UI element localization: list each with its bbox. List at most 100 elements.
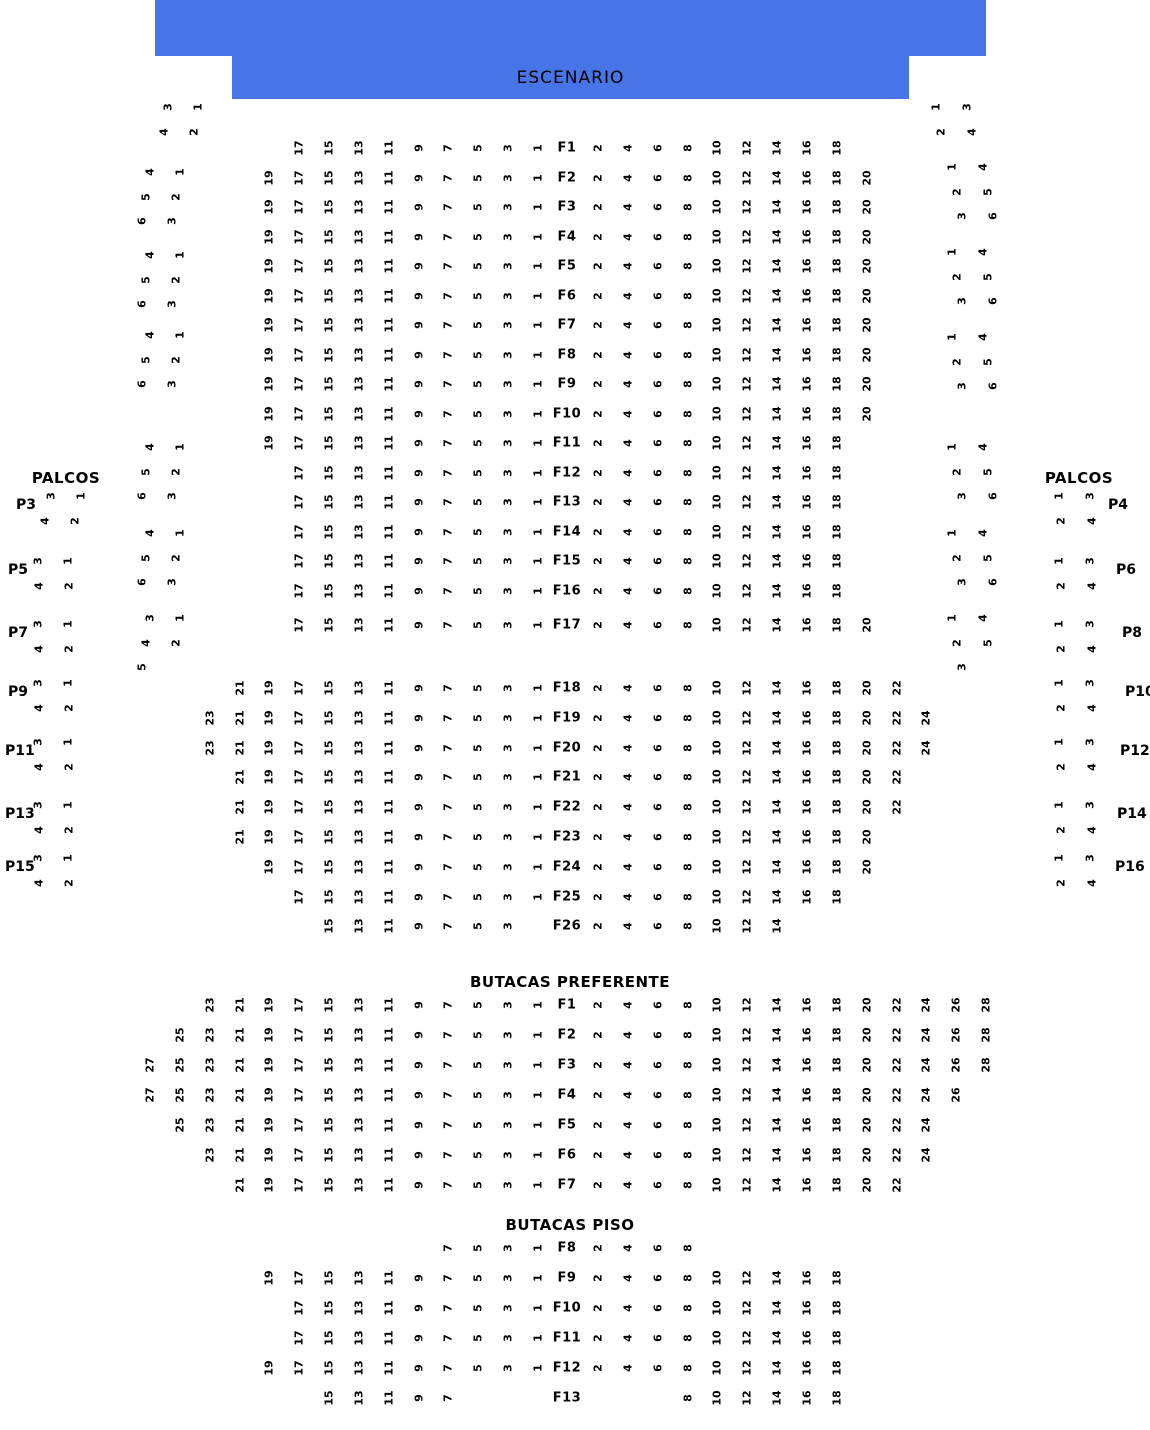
palco-seat-number[interactable]: 2 [950, 187, 964, 196]
palco-seat-number[interactable]: 3 [31, 679, 45, 687]
seat-number[interactable]: 5 [471, 1304, 485, 1312]
seat-number[interactable]: 19 [262, 435, 276, 451]
seat-number[interactable]: 2 [591, 1121, 605, 1129]
seat-number[interactable]: 26 [949, 997, 963, 1013]
seat-number[interactable]: 20 [860, 199, 874, 215]
seat-number[interactable]: 11 [382, 859, 396, 875]
seat-number[interactable]: 1 [531, 232, 545, 241]
seat-number[interactable]: 11 [382, 553, 396, 569]
palco-seat-number[interactable]: 3 [955, 382, 969, 391]
seat-number[interactable]: 11 [382, 1390, 396, 1406]
seat-number[interactable]: 16 [800, 1057, 814, 1073]
seat-number[interactable]: 9 [412, 1001, 426, 1009]
seat-number[interactable]: 3 [501, 173, 515, 182]
palco-seat-number[interactable]: 3 [165, 300, 179, 309]
seat-number[interactable]: 14 [770, 739, 784, 756]
palco-seat-number[interactable]: 4 [976, 248, 990, 256]
seat-number[interactable]: 5 [471, 1244, 485, 1252]
seat-number[interactable]: 20 [860, 258, 874, 274]
seat-number[interactable]: 18 [830, 710, 844, 726]
seat-number[interactable]: 4 [621, 713, 635, 722]
palco-seat-number[interactable]: 4 [976, 333, 990, 341]
seat-number[interactable]: 3 [501, 1181, 515, 1189]
seat-number[interactable]: 1 [531, 862, 545, 871]
seat-number[interactable]: 15 [322, 258, 336, 274]
seat-number[interactable]: 15 [322, 1087, 336, 1103]
seat-number[interactable]: 18 [830, 859, 844, 875]
seat-number[interactable]: 27 [143, 1087, 157, 1103]
seat-number[interactable]: 17 [292, 140, 306, 156]
palco-seat-number[interactable]: 2 [68, 517, 82, 525]
palco-seat-number[interactable]: 6 [135, 300, 149, 309]
seat-number[interactable]: 7 [441, 468, 455, 477]
palco-seat-number[interactable]: 2 [187, 127, 201, 136]
seat-number[interactable]: 20 [860, 1057, 874, 1073]
seat-number[interactable]: 2 [591, 892, 605, 901]
seat-number[interactable]: 19 [262, 859, 276, 875]
seat-number[interactable]: 4 [621, 743, 635, 752]
seat-number[interactable]: 8 [681, 1001, 695, 1009]
seat-number[interactable]: 6 [651, 380, 665, 388]
seat-number[interactable]: 13 [352, 346, 366, 363]
seat-number[interactable]: 14 [770, 1057, 784, 1073]
seat-number[interactable]: 1 [531, 1091, 545, 1099]
seat-number[interactable]: 9 [412, 557, 426, 565]
seat-number[interactable]: 13 [352, 582, 366, 599]
seat-number[interactable]: 27 [143, 1057, 157, 1073]
seat-number[interactable]: 5 [471, 1274, 485, 1282]
seat-number[interactable]: 22 [890, 1057, 903, 1073]
seat-number[interactable]: 1 [531, 684, 545, 692]
seat-number[interactable]: 24 [919, 739, 933, 756]
seat-number[interactable]: 7 [441, 321, 455, 329]
seat-number[interactable]: 18 [830, 435, 844, 451]
seat-number[interactable]: 3 [501, 262, 515, 270]
seat-number[interactable]: 8 [681, 1181, 695, 1189]
seat-number[interactable]: 9 [412, 922, 426, 931]
seat-number[interactable]: 4 [621, 1181, 635, 1189]
palco-seat-number[interactable]: 2 [1054, 826, 1068, 834]
seat-number[interactable]: 13 [352, 1330, 366, 1346]
seat-number[interactable]: 12 [740, 140, 754, 156]
seat-number[interactable]: 15 [322, 617, 336, 633]
seat-number[interactable]: 12 [740, 769, 754, 786]
seat-number[interactable]: 3 [501, 713, 515, 722]
palco-seat-number[interactable]: 5 [981, 272, 995, 281]
seat-number[interactable]: 2 [591, 468, 605, 477]
seat-number[interactable]: 17 [292, 710, 306, 726]
seat-number[interactable]: 14 [770, 1300, 784, 1316]
seat-number[interactable]: 6 [651, 1001, 665, 1009]
seat-number[interactable]: 16 [800, 739, 814, 756]
seat-number[interactable]: 2 [591, 743, 605, 752]
palco-seat-number[interactable]: 2 [62, 826, 76, 834]
seat-number[interactable]: 14 [770, 523, 784, 540]
seat-number[interactable]: 19 [262, 829, 276, 845]
seat-number[interactable]: 10 [710, 617, 724, 633]
palco-seat-number[interactable]: 4 [1085, 879, 1099, 887]
palco-seat-number[interactable]: 6 [135, 380, 149, 389]
seat-number[interactable]: 8 [681, 586, 695, 595]
seat-number[interactable]: 15 [322, 799, 336, 815]
seat-number[interactable]: 11 [382, 258, 396, 274]
seat-number[interactable]: 10 [710, 376, 724, 392]
seat-number[interactable]: 12 [740, 680, 754, 696]
seat-number[interactable]: 18 [830, 617, 844, 633]
seat-number[interactable]: 11 [382, 1027, 396, 1043]
seat-number[interactable]: 4 [621, 409, 635, 418]
seat-number[interactable]: 5 [471, 1181, 485, 1189]
seat-number[interactable]: 12 [740, 228, 754, 245]
seat-number[interactable]: 22 [890, 1027, 903, 1043]
seat-number[interactable]: 18 [830, 405, 844, 422]
seat-number[interactable]: 2 [591, 291, 605, 300]
seat-number[interactable]: 9 [412, 1274, 426, 1282]
seat-number[interactable]: 11 [382, 799, 396, 815]
seat-number[interactable]: 11 [382, 582, 396, 599]
palco-seat-number[interactable]: 5 [981, 357, 995, 366]
seat-number[interactable]: 18 [830, 317, 844, 333]
seat-number[interactable]: 19 [262, 169, 276, 186]
seat-number[interactable]: 12 [740, 494, 754, 510]
seat-number[interactable]: 6 [651, 203, 665, 211]
seat-number[interactable]: 12 [740, 464, 754, 481]
seat-number[interactable]: 11 [382, 1147, 396, 1163]
seat-number[interactable]: 14 [770, 435, 784, 451]
seat-number[interactable]: 4 [621, 1001, 635, 1009]
